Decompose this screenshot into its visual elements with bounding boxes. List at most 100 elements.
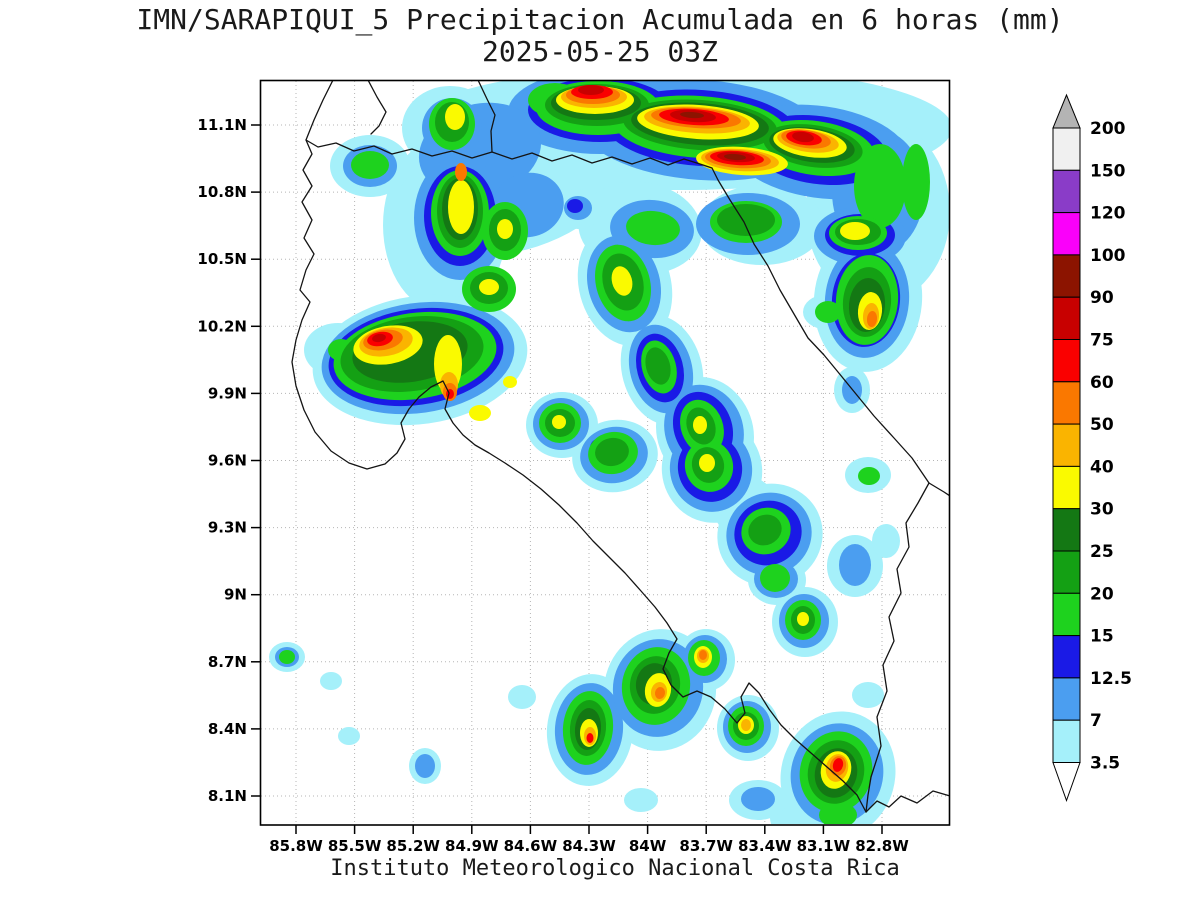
precip-cell-75 xyxy=(578,85,604,95)
colorbar-segment xyxy=(1052,254,1081,298)
colorbar-arrow-top xyxy=(1052,93,1081,129)
colorbar-segment xyxy=(1052,169,1081,214)
colorbar-tick-label: 40 xyxy=(1090,457,1114,477)
precip-cell-30 xyxy=(611,266,633,296)
colorbar-segment xyxy=(1052,296,1081,341)
lat-tick-label: 9N xyxy=(224,586,247,604)
map-title: IMN/SARAPIQUI_5 Precipitacion Acumulada … xyxy=(0,4,1200,68)
precip-cell-15 xyxy=(760,564,790,592)
colorbar-tick-label: 60 xyxy=(1090,373,1114,393)
precip-cell-15 xyxy=(902,144,930,220)
colorbar-segment xyxy=(1052,212,1081,256)
precip-cell-7 xyxy=(415,754,435,778)
colorbar-tick-label: 200 xyxy=(1090,119,1126,139)
colorbar: 200 150 120 100 90 75 60 50 40 30 25 20 15 12.5 7 3.5 xyxy=(1052,93,1132,802)
lon-tick-label: 85.8W xyxy=(269,837,323,855)
colorbar-tick-label: 7 xyxy=(1090,711,1102,731)
colorbar-segment xyxy=(1052,635,1081,679)
precip-cell-50 xyxy=(866,311,878,327)
precip-cell-75 xyxy=(792,131,814,143)
colorbar-segment xyxy=(1052,719,1081,764)
colorbar-tick-label: 30 xyxy=(1090,500,1114,520)
precip-cell-30 xyxy=(699,454,715,472)
precip-cell-3.5 xyxy=(872,524,900,558)
precip-cell-15 xyxy=(858,467,880,485)
lon-tick-label: 83.7W xyxy=(679,837,733,855)
colorbar-segment xyxy=(1052,592,1081,637)
precip-cell-30 xyxy=(693,416,707,434)
axis-ticks xyxy=(251,124,883,834)
colorbar-tick-label: 120 xyxy=(1090,204,1126,224)
colorbar-tick-label: 90 xyxy=(1090,288,1114,308)
precip-cell-50 xyxy=(699,650,707,660)
lat-tick-label: 10.2N xyxy=(197,317,247,335)
lake-nicaragua-shore-west xyxy=(367,81,387,135)
precip-cell-30 xyxy=(840,222,870,240)
colorbar-segment xyxy=(1052,465,1081,510)
lon-tick-label: 83.4W xyxy=(738,837,792,855)
colorbar-arrow-bottom xyxy=(1052,762,1081,802)
precip-cell-75 xyxy=(372,333,386,343)
colorbar-tick-label: 50 xyxy=(1090,415,1114,435)
precip-cell-3.5 xyxy=(624,788,658,812)
precipitation-field xyxy=(269,81,949,824)
colorbar-tick-label: 100 xyxy=(1090,246,1126,266)
lon-tick-label: 84W xyxy=(629,837,667,855)
precip-cell-60 xyxy=(832,758,844,772)
footer-credit: Instituto Meteorologico Nacional Costa R… xyxy=(330,856,900,881)
lon-tick-label: 84.9W xyxy=(445,837,499,855)
lake-nicaragua-shore-east xyxy=(477,81,496,153)
precip-cell-15 xyxy=(626,210,680,246)
colorbar-tick-label: 20 xyxy=(1090,584,1114,604)
lat-tick-label: 11.1N xyxy=(197,116,247,134)
precip-cell-15 xyxy=(351,151,389,179)
map-title-line2: 2025-05-25 03Z xyxy=(481,35,718,68)
colorbar-tick-label: 15 xyxy=(1090,627,1114,647)
axis-tick-labels: 11.1N 10.8N 10.5N 10.2N 9.9N 9.6N 9.3N 9N 8.7N 8.… xyxy=(197,116,909,855)
precip-cell-15 xyxy=(815,301,841,323)
lon-tick-label: 83.1W xyxy=(797,837,851,855)
colorbar-segment xyxy=(1052,550,1081,594)
colorbar-tick-label: 3.5 xyxy=(1090,754,1120,774)
lat-tick-label: 8.4N xyxy=(208,720,247,738)
colorbar-segment xyxy=(1052,127,1081,171)
colorbar-tick-label: 75 xyxy=(1090,331,1114,351)
precip-cell-3.5 xyxy=(320,672,342,690)
lon-tick-label: 84.3W xyxy=(562,837,616,855)
precip-cell-20 xyxy=(717,204,775,236)
precip-cell-15 xyxy=(819,802,857,824)
lon-tick-label: 84.6W xyxy=(504,837,558,855)
precip-cell-20 xyxy=(748,514,782,546)
precip-cell-15 xyxy=(854,144,906,228)
precip-cell-3.5 xyxy=(852,682,884,708)
colorbar-segment xyxy=(1052,381,1081,425)
precip-cell-90 xyxy=(724,153,746,161)
lon-tick-label: 82.8W xyxy=(855,837,909,855)
colorbar-segment xyxy=(1052,423,1081,467)
precip-cell-7 xyxy=(741,787,775,811)
precip-cell-15 xyxy=(279,650,295,664)
precip-cell-3.5 xyxy=(338,727,360,745)
lon-tick-label: 85.5W xyxy=(328,837,382,855)
precip-cell-30 xyxy=(479,279,499,295)
precip-cell-12.5 xyxy=(567,199,583,213)
lat-tick-label: 9.3N xyxy=(208,519,247,537)
coastline-panama-border xyxy=(865,482,930,813)
colorbar-tick-label: 25 xyxy=(1090,542,1114,562)
precip-cell-50 xyxy=(455,163,467,181)
precip-cell-30 xyxy=(503,376,517,388)
map-title-line1: IMN/SARAPIQUI_5 Precipitacion Acumulada … xyxy=(136,3,1064,36)
precip-cell-30 xyxy=(445,104,465,130)
precip-cell-50 xyxy=(654,687,666,699)
coastline-pacific xyxy=(291,139,867,813)
precip-cell-30 xyxy=(797,612,809,626)
lon-tick-label: 85.2W xyxy=(386,837,440,855)
lat-tick-label: 8.1N xyxy=(208,787,247,805)
coastline-chiriqui xyxy=(865,790,949,813)
lat-tick-label: 10.5N xyxy=(197,250,247,268)
precip-cell-30 xyxy=(469,405,491,421)
coastline-nicaragua-border-caribbean xyxy=(305,81,949,497)
precip-cell-3.5 xyxy=(508,685,536,709)
lat-tick-label: 8.7N xyxy=(208,653,247,671)
